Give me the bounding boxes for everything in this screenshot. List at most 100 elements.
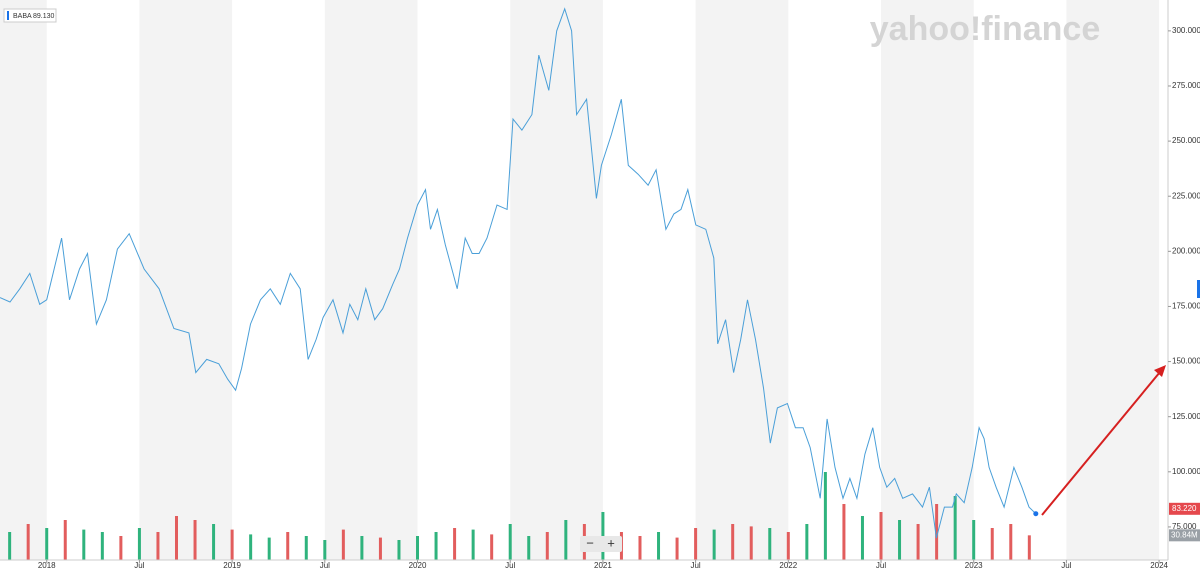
volume-bar: [304, 536, 308, 560]
volume-bar: [898, 520, 902, 560]
x-tick-label: Jul: [134, 561, 144, 570]
volume-bar: [156, 532, 160, 560]
zoom-out[interactable]: −: [586, 535, 594, 550]
volume-bar: [193, 520, 197, 560]
volume-bar: [360, 536, 364, 560]
y-tick-label: 75.000: [1172, 522, 1197, 531]
volume-bar: [100, 532, 104, 560]
volume-bar: [453, 528, 457, 560]
volume-bar: [137, 528, 141, 560]
annotation-arrowhead: [1154, 365, 1166, 377]
volume-bar: [842, 504, 846, 560]
zoom-in[interactable]: +: [607, 535, 615, 550]
x-tick-label: 2022: [779, 561, 797, 570]
volume-bar: [564, 520, 568, 560]
shade-band: [139, 0, 233, 560]
volume-bar: [731, 524, 735, 560]
volume-bar: [249, 534, 253, 560]
legend-box: [3, 8, 57, 23]
volume-bar: [471, 529, 475, 560]
volume-bar: [694, 528, 698, 560]
volume-bar: [286, 532, 290, 560]
y-tick-label: 275.000: [1172, 81, 1200, 90]
last-point: [1033, 511, 1039, 517]
last-price-label: 83.220: [1172, 504, 1197, 513]
y-tick-label: 200.000: [1172, 246, 1200, 255]
y-tick-label: 125.000: [1172, 412, 1200, 421]
last-volume-label: 30.84M: [1171, 530, 1198, 539]
volume-bar: [378, 537, 382, 560]
volume-bar: [916, 524, 920, 560]
volume-bar: [508, 524, 512, 560]
volume-bar: [230, 529, 234, 560]
x-tick-label: 2018: [38, 561, 56, 570]
volume-bar: [786, 532, 790, 560]
shade-band: [695, 0, 789, 560]
volume-bar: [45, 528, 49, 560]
watermark: yahoo!finance: [870, 10, 1100, 48]
y-tick-label: 300.000: [1172, 26, 1200, 35]
x-tick-label: Jul: [505, 561, 515, 570]
y-tick-label: 225.000: [1172, 191, 1200, 200]
shade-band: [324, 0, 418, 560]
volume-bar: [26, 524, 30, 560]
volume-bar: [416, 536, 420, 560]
volume-bar: [768, 528, 772, 560]
x-tick-label: Jul: [1061, 561, 1071, 570]
price-line: [0, 7, 1037, 539]
volume-bar: [805, 524, 809, 560]
x-tick-label: Jul: [876, 561, 886, 570]
volume-bar: [823, 472, 827, 560]
volume-bar: [712, 529, 716, 560]
volume-bar: [990, 528, 994, 560]
volume-bar: [397, 540, 401, 560]
zoom-panel: [580, 536, 622, 552]
volume-bar: [860, 516, 864, 560]
shade-band: [881, 0, 974, 560]
x-tick-label: 2020: [409, 561, 427, 570]
volume-bar: [953, 496, 957, 560]
last-volume-badge: [1169, 529, 1200, 542]
shade-band: [0, 0, 47, 560]
scroll-handle: [1197, 280, 1200, 298]
volume-bar: [545, 532, 549, 560]
volume-bar: [341, 529, 345, 560]
y-tick-label: 250.000: [1172, 136, 1200, 145]
volume-bar: [972, 520, 976, 560]
shade-band: [510, 0, 603, 560]
x-tick-label: Jul: [690, 561, 700, 570]
volume-bar: [212, 524, 216, 560]
volume-bar: [63, 520, 67, 560]
x-tick-label: 2021: [594, 561, 612, 570]
volume-bar: [434, 532, 438, 560]
x-tick-label: 2024: [1150, 561, 1168, 570]
volume-bar: [527, 536, 531, 560]
volume-bar: [82, 529, 86, 560]
volume-bar: [8, 532, 12, 560]
x-tick-label: Jul: [320, 561, 330, 570]
legend-swatch: [7, 11, 9, 20]
y-tick-label: 175.000: [1172, 302, 1200, 311]
volume-bar: [638, 536, 642, 560]
shade-band: [1066, 0, 1160, 560]
volume-bar: [174, 516, 178, 560]
legend-name: BABA: [13, 13, 32, 20]
legend-value: 89.130: [33, 13, 55, 20]
volume-bar: [879, 512, 883, 560]
volume-bar: [1027, 535, 1031, 560]
legend: BABA 89.130: [3, 8, 57, 23]
zoom-controls: − +: [580, 535, 622, 552]
volume-bar: [935, 504, 939, 560]
annotation-arrow: [1041, 371, 1161, 516]
y-tick-label: 100.000: [1172, 467, 1200, 476]
volume-bar: [657, 532, 661, 560]
background: [0, 0, 1160, 560]
last-price-badge: [1169, 502, 1200, 515]
volume-bar: [119, 536, 123, 560]
volume-bar: [267, 537, 271, 560]
y-tick-label: 150.000: [1172, 357, 1200, 366]
volume-bar: [675, 537, 679, 560]
